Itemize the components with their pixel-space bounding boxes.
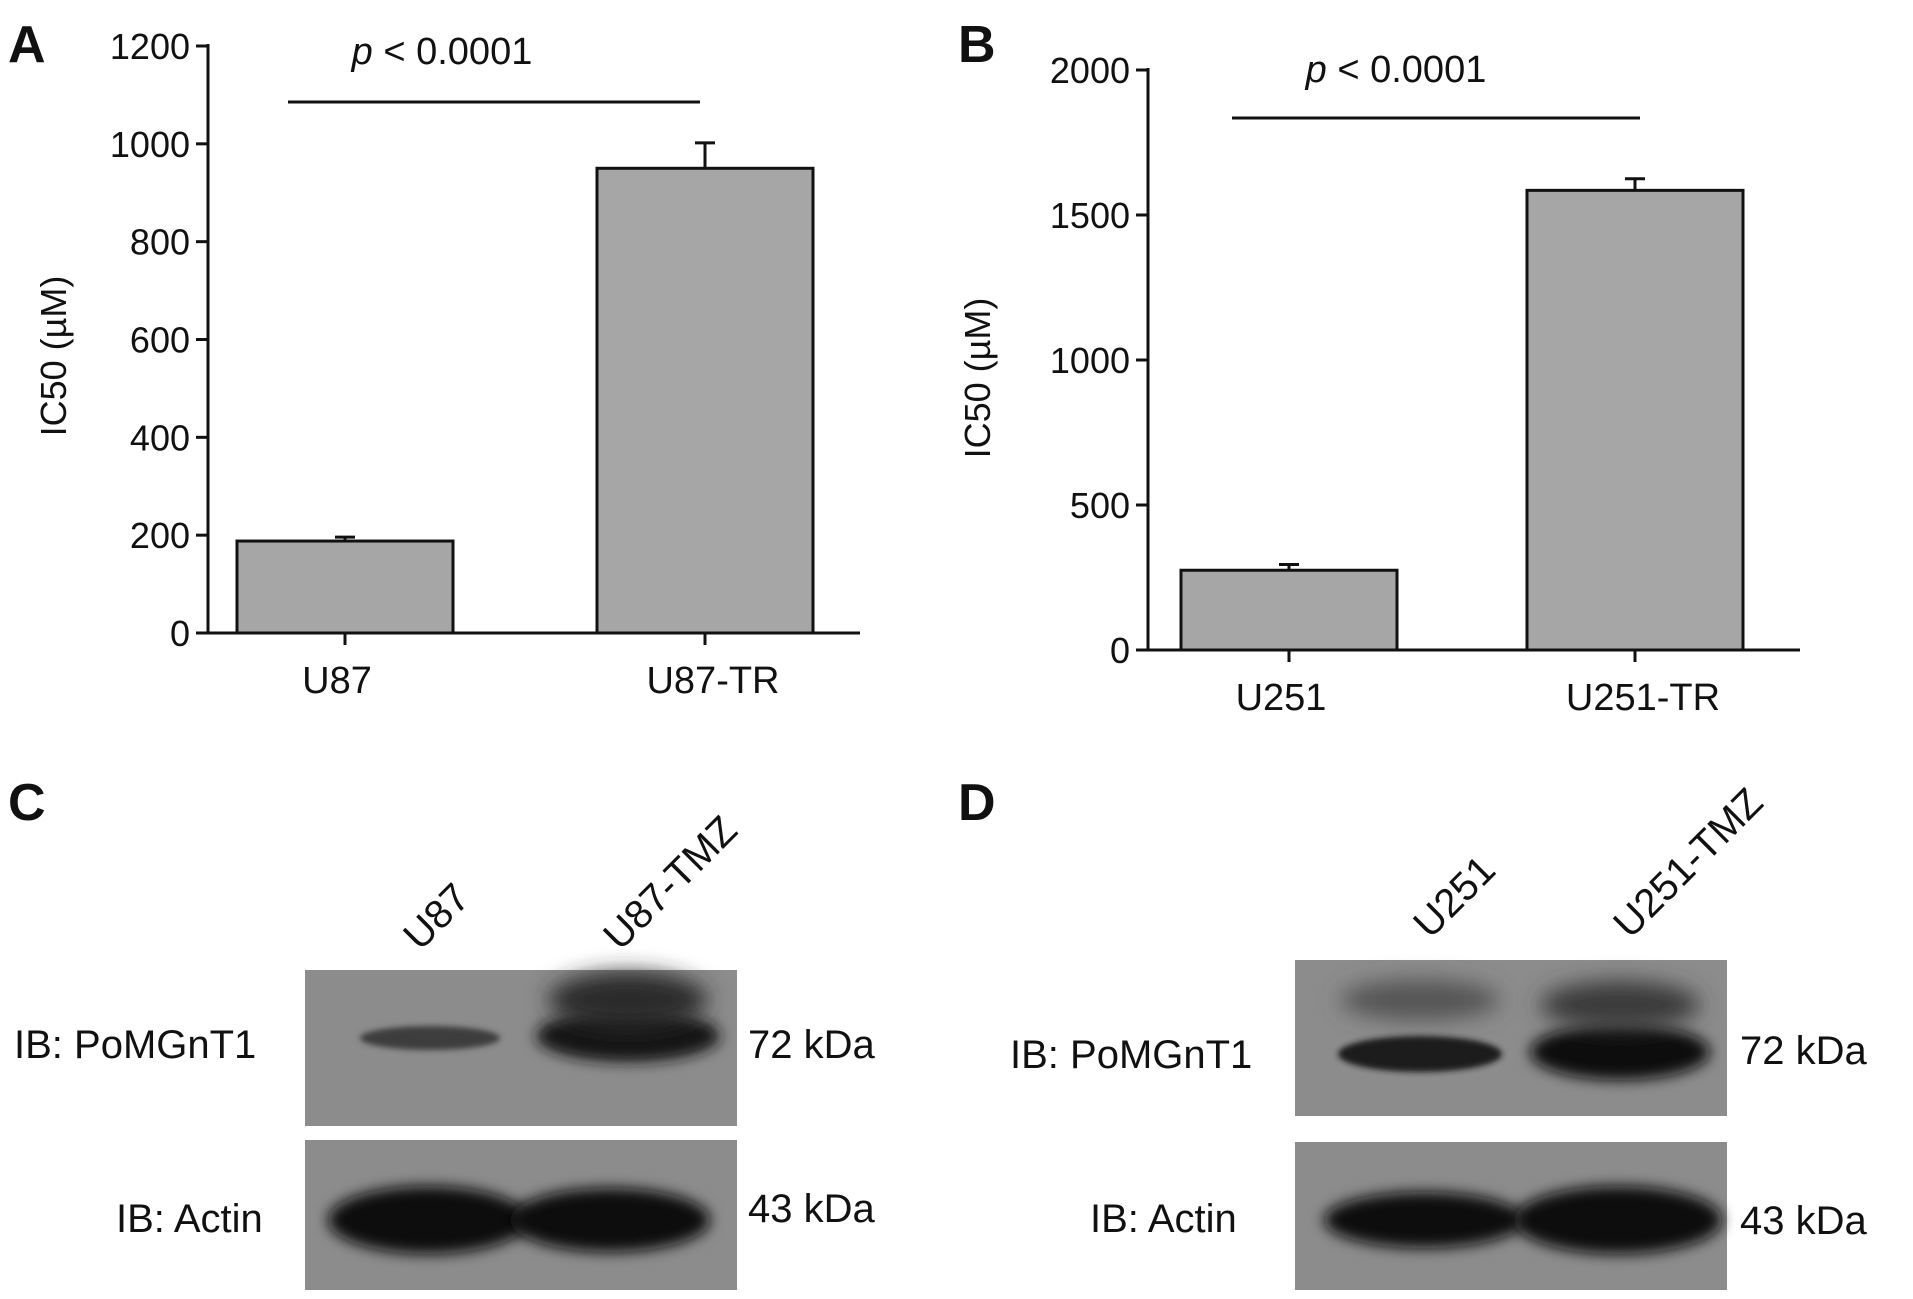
blot-d-lane-label-1: U251 <box>1405 848 1504 947</box>
chart-a-bar <box>235 539 455 635</box>
blot-d-actin-band-image <box>1295 1142 1727 1290</box>
panel-letter-d: D <box>958 774 996 832</box>
chart-a-y-tick-label: 200 <box>130 515 190 556</box>
chart-b-y-tick-label: 1000 <box>1050 340 1130 381</box>
chart-a-y-tick-label: 800 <box>130 222 190 263</box>
blot-d-row-label-pomgnt1: IB: PoMGnT1 <box>1010 1033 1252 1077</box>
blot-c-row-label-pomgnt1: IB: PoMGnT1 <box>14 1023 256 1067</box>
chart-b-y-tick-label: 1500 <box>1050 195 1130 236</box>
chart-a-y-tick-label: 0 <box>170 613 190 654</box>
chart-b-y-axis-title: IC50 (µM) <box>957 298 998 459</box>
blot-d-pomgnt1-band-image <box>1295 960 1727 1116</box>
blot-panel-d: U251 U251-TMZ IB: PoMGnT1 IB: Actin 72 k… <box>1010 780 1867 1290</box>
chart-a: IC50 (µM) p < 0.0001 0 200 400 600 800 1000 12… <box>33 26 860 702</box>
blot-c-row-label-actin: IB: Actin <box>116 1197 263 1241</box>
chart-a-y-axis-title: IC50 (µM) <box>33 276 74 437</box>
chart-a-category-label: U87-TR <box>646 660 779 702</box>
chart-a-category-label: U87 <box>302 660 372 702</box>
blot-c-size-72kda: 72 kDa <box>748 1023 875 1067</box>
blot-c-actin-band-image <box>305 1140 737 1290</box>
chart-a-y-tick-label: 1000 <box>110 124 190 165</box>
panel-letter-b: B <box>958 16 996 74</box>
chart-a-p-value: < 0.0001 <box>373 31 533 73</box>
panel-letter-a: A <box>8 16 46 74</box>
chart-b-p-value: < 0.0001 <box>1327 49 1487 91</box>
blot-c-size-43kda: 43 kDa <box>748 1187 875 1231</box>
chart-b-y-tick-label: 2000 <box>1050 50 1130 91</box>
chart-a-y-tick-label: 1200 <box>110 26 190 67</box>
chart-a-p-symbol: p <box>351 31 373 73</box>
blot-d-size-43kda: 43 kDa <box>1740 1199 1867 1243</box>
blot-panel-c: U87 U87-TMZ IB: PoMGnT1 IB: Actin 72 kDa… <box>14 808 875 1290</box>
chart-b-category-label: U251-TR <box>1566 677 1720 719</box>
blot-d-row-label-actin: IB: Actin <box>1090 1197 1237 1241</box>
chart-a-y-tick-label: 400 <box>130 417 190 458</box>
chart-b-p-symbol: p <box>1305 49 1327 91</box>
chart-a-bar <box>595 166 815 635</box>
chart-b-y-tick-label: 500 <box>1070 485 1130 526</box>
chart-b-y-tick-label: 0 <box>1110 630 1130 671</box>
chart-a-significance-label: p < 0.0001 <box>351 31 533 73</box>
chart-b-significance-label: p < 0.0001 <box>1305 49 1487 91</box>
chart-b-bar <box>1179 568 1399 652</box>
blot-c-lane-label-2: U87-TMZ <box>595 808 746 959</box>
panel-letter-c: C <box>8 774 46 832</box>
chart-a-y-tick-label: 600 <box>130 320 190 361</box>
chart-b-bar <box>1525 188 1745 652</box>
blot-d-lane-label-2: U251-TMZ <box>1605 780 1771 946</box>
blot-c-lane-label-1: U87 <box>395 875 478 958</box>
chart-b-category-label: U251 <box>1236 677 1327 719</box>
blot-d-size-72kda: 72 kDa <box>1740 1029 1867 1073</box>
chart-b: IC50 (µM) p < 0.0001 0 500 1000 1500 2000 U25… <box>957 49 1800 719</box>
blot-c-pomgnt1-band-image <box>305 970 737 1126</box>
